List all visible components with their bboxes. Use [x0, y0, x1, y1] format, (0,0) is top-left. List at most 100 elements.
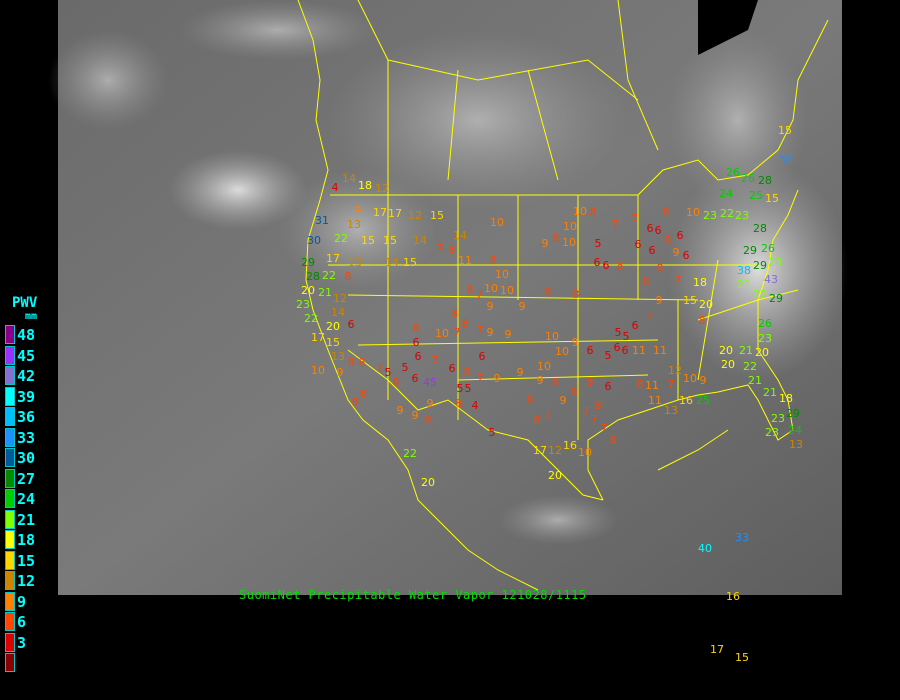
station-pwv-value: 5: [595, 237, 602, 250]
legend-swatch: [5, 448, 15, 467]
station-pwv-value: 8: [467, 284, 474, 297]
station-pwv-value: 10: [490, 216, 504, 229]
station-pwv-value: 7: [477, 324, 484, 337]
station-pwv-value: 8: [425, 414, 432, 427]
station-pwv-value: 5: [605, 349, 612, 362]
station-pwv-value: 8: [545, 286, 552, 299]
station-pwv-value: 10: [495, 268, 509, 281]
station-pwv-value: 21: [763, 386, 777, 399]
station-pwv-value: 7: [583, 405, 590, 418]
legend-label: 36: [17, 408, 36, 426]
station-pwv-value: 8: [348, 356, 355, 369]
station-pwv-value: 7: [476, 289, 483, 302]
map-caption: SuomiNet Precipitable Water Vapor 121028…: [239, 588, 587, 602]
station-pwv-value: 5: [465, 382, 472, 395]
station-pwv-value: 7: [632, 212, 639, 225]
station-pwv-value: 14: [342, 172, 356, 185]
station-pwv-value: 9: [519, 300, 526, 313]
station-pwv-value: 22: [753, 288, 767, 301]
station-pwv-value: 6: [603, 259, 610, 272]
station-pwv-value: 10: [545, 330, 559, 343]
station-pwv-value: 15: [361, 234, 375, 247]
station-pwv-value: 9: [560, 394, 567, 407]
station-pwv-value: 6: [348, 318, 355, 331]
station-pwv-value: 8: [699, 314, 706, 327]
station-pwv-value: 29: [753, 259, 767, 272]
station-pwv-value: 6: [649, 244, 656, 257]
station-pwv-value: 23: [765, 426, 779, 439]
station-pwv-value: 13: [347, 218, 361, 231]
station-pwv-value: 10: [311, 364, 325, 377]
station-pwv-value: 6: [614, 341, 621, 354]
station-pwv-value: 29: [769, 292, 783, 305]
station-pwv-value: 14: [453, 229, 467, 242]
station-pwv-value: 6: [635, 238, 642, 251]
station-pwv-value: 15: [735, 651, 749, 664]
legend-label: 48: [17, 326, 36, 344]
station-pwv-value: 9: [355, 204, 362, 217]
station-pwv-value: 8: [359, 356, 366, 369]
station-pwv-value: 8: [590, 206, 597, 219]
station-pwv-value: 18: [693, 276, 707, 289]
station-pwv-value: 7: [437, 242, 444, 255]
station-pwv-value: 8: [393, 376, 400, 389]
station-pwv-value: 20: [755, 346, 769, 359]
legend-unit: mm: [25, 311, 38, 322]
station-pwv-value: 25: [696, 394, 710, 407]
station-pwv-value: 23: [296, 298, 310, 311]
station-pwv-value: 23: [771, 412, 785, 425]
station-pwv-value: 20: [719, 344, 733, 357]
station-pwv-value: 6: [413, 336, 420, 349]
station-pwv-value: 26: [741, 172, 755, 185]
station-pwv-value: 17: [533, 444, 547, 457]
station-pwv-value: 22: [304, 312, 318, 325]
station-pwv-value: 10: [686, 206, 700, 219]
station-pwv-value: 23: [735, 209, 749, 222]
station-pwv-value: 16: [726, 590, 740, 603]
station-pwv-value: 26: [761, 242, 775, 255]
station-pwv-value: 33: [735, 531, 749, 544]
station-pwv-value: 8: [360, 387, 367, 400]
station-pwv-value: 22: [322, 269, 336, 282]
legend-swatch: [5, 612, 15, 631]
legend-swatch: [5, 345, 15, 365]
station-pwv-value: 14: [413, 234, 427, 247]
station-pwv-value: 14: [331, 306, 345, 319]
legend-swatch: [5, 366, 15, 385]
station-pwv-value: 18: [779, 392, 793, 405]
legend-label: 9: [17, 592, 27, 611]
station-pwv-value: 15: [326, 336, 340, 349]
station-pwv-value: 5: [457, 382, 464, 395]
station-pwv-value: 8: [462, 317, 469, 330]
station-pwv-value: 8: [553, 232, 560, 245]
station-pwv-value: 29: [786, 407, 800, 420]
station-pwv-value: 15: [765, 192, 779, 205]
station-pwv-value: 9: [487, 300, 494, 313]
station-pwv-value: 17: [326, 252, 340, 265]
station-pwv-value: 20: [721, 358, 735, 371]
station-pwv-value: 31: [315, 214, 329, 227]
station-pwv-value: 8: [464, 366, 471, 379]
station-pwv-value: 21: [318, 286, 332, 299]
station-pwv-value: 10: [484, 282, 498, 295]
legend-swatch: [5, 386, 15, 406]
legend-label: 24: [17, 490, 36, 508]
station-pwv-value: 26: [758, 317, 772, 330]
station-pwv-value: 10: [500, 284, 514, 297]
legend-swatch: [5, 468, 15, 488]
station-pwv-value: 12: [375, 182, 389, 195]
station-pwv-value: 17: [388, 207, 402, 220]
station-pwv-value: 8: [610, 434, 617, 447]
station-pwv-value: 7: [545, 409, 552, 422]
station-pwv-value: 9: [487, 326, 494, 339]
station-pwv-value: 7: [377, 361, 384, 374]
station-pwv-value: 8: [657, 262, 664, 275]
station-pwv-value: 17: [373, 206, 387, 219]
legend-swatch: [5, 325, 15, 344]
station-pwv-value: 4: [332, 181, 339, 194]
station-pwv-value: 8: [552, 376, 559, 389]
no-data-region: [698, 0, 758, 55]
station-pwv-value: 8: [490, 254, 497, 267]
station-pwv-value: 28: [306, 270, 320, 283]
